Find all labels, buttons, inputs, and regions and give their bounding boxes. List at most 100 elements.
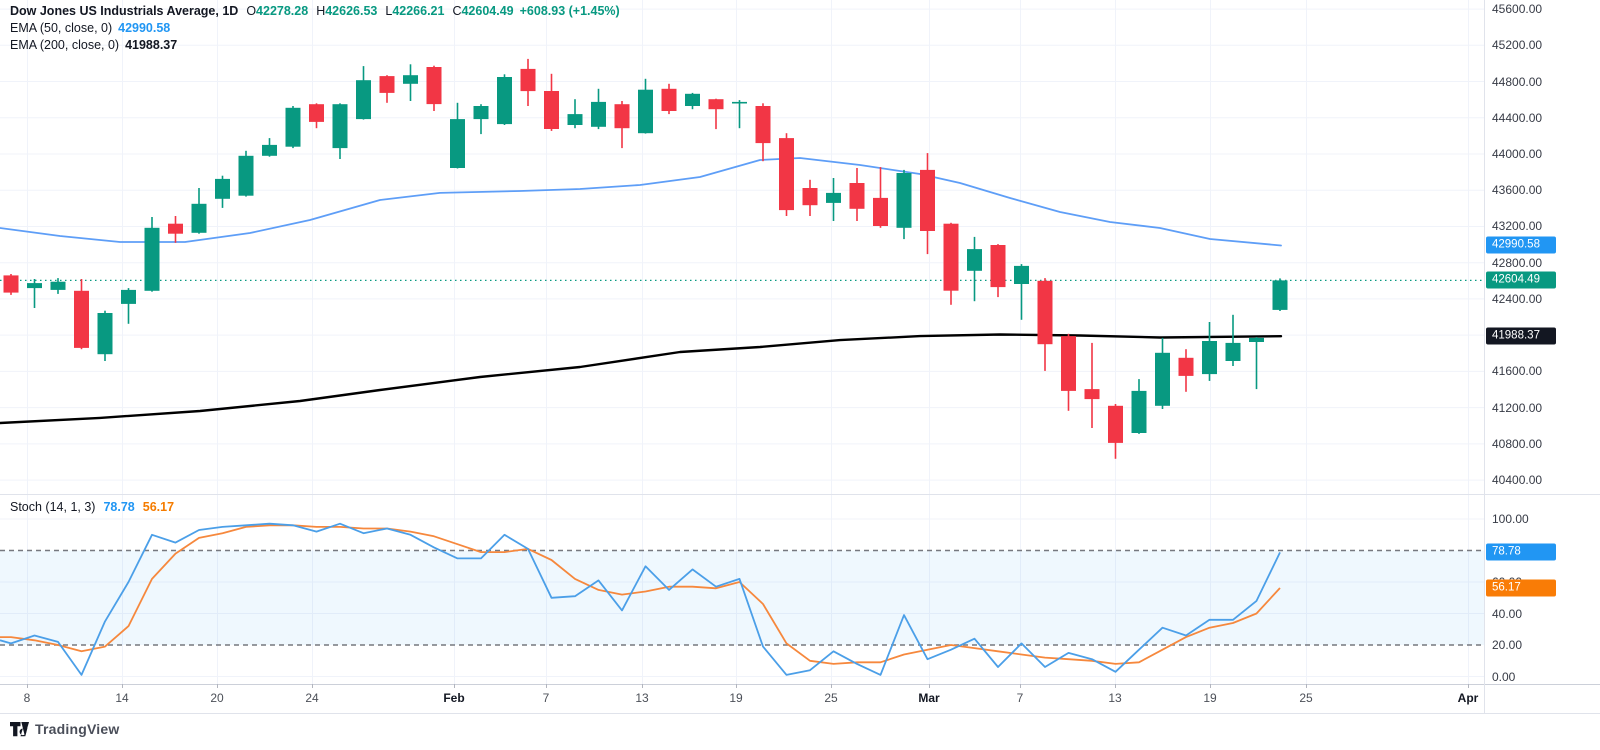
price-axis-label: 45200.00 — [1492, 38, 1543, 53]
candle-body-down — [426, 67, 442, 105]
candle-body-up — [1202, 341, 1217, 375]
price-axis-label: 42800.00 — [1492, 255, 1543, 270]
candle-body-down — [802, 188, 818, 206]
candle-body-up — [826, 192, 841, 203]
candle-body-down — [1061, 336, 1076, 391]
price-axis-label: 43200.00 — [1492, 219, 1543, 234]
candle-body-up — [1272, 280, 1288, 310]
candle-body-down — [990, 245, 1006, 288]
tradingview-logo-text: TradingView — [35, 721, 120, 737]
ema50-label: EMA (50, close, 0) — [10, 21, 113, 35]
ema50-legend-row[interactable]: EMA (50, close, 0) 42990.58 — [10, 21, 620, 38]
candle-body-up — [473, 106, 489, 120]
candle-body-down — [755, 106, 771, 144]
candle-body-up — [332, 104, 348, 149]
stoch-d-value: 56.17 — [142, 500, 175, 514]
price-axis-label: 41600.00 — [1492, 364, 1543, 379]
candle-body-down — [661, 88, 677, 111]
candle-body-up — [567, 114, 583, 125]
time-axis-label: 25 — [1299, 691, 1313, 705]
candle-body-up — [97, 313, 113, 355]
candle-body-down — [920, 169, 935, 231]
candles-layer — [3, 58, 1288, 459]
candle-body-up — [591, 101, 606, 127]
candle-body-up — [732, 101, 747, 104]
ema50-value: 42990.58 — [118, 21, 171, 35]
candle-body-up — [1155, 352, 1170, 406]
tradingview-logo-icon — [10, 721, 29, 736]
ohlc-high: H42626.53 — [316, 4, 378, 18]
price-axis-label: 44800.00 — [1492, 74, 1543, 89]
candle-body-down — [168, 223, 183, 234]
time-axis-label: 14 — [115, 691, 129, 705]
time-axis-label: 8 — [23, 691, 31, 705]
time-axis-label: 24 — [305, 691, 319, 705]
tradingview-logo[interactable]: TradingView — [10, 721, 119, 737]
stoch-d-line — [0, 524, 1281, 665]
candle-body-down — [520, 68, 536, 92]
stoch-label: Stoch (14, 1, 3) — [10, 500, 96, 514]
candle-body-up — [262, 144, 277, 156]
time-axis-label: 19 — [1203, 691, 1217, 705]
time-axis-label: Apr — [1457, 691, 1479, 705]
candle-body-up — [27, 283, 42, 289]
time-axis-label: 13 — [635, 691, 649, 705]
candle-body-down — [309, 104, 324, 122]
candle-body-down — [943, 223, 959, 291]
candle-body-up — [1014, 265, 1029, 284]
price-axis-label: 44000.00 — [1492, 147, 1543, 161]
candle-body-down — [74, 290, 89, 348]
candle-body-up — [215, 178, 230, 199]
time-axis-label: 19 — [729, 691, 743, 705]
candle-body-down — [379, 76, 395, 93]
candle-body-down — [873, 197, 888, 226]
stoch-legend-row[interactable]: Stoch (14, 1, 3) 78.78 56.17 — [10, 500, 174, 514]
candle-body-up — [50, 281, 66, 290]
candle-body-up — [191, 203, 207, 233]
candle-body-up — [1131, 390, 1147, 433]
candle-body-up — [238, 155, 254, 196]
price-axis-label: 45600.00 — [1492, 2, 1543, 17]
stoch-axis-label: 20.00 — [1492, 638, 1523, 652]
candle-body-down — [1084, 389, 1100, 400]
stoch-badge: 78.78 — [1486, 543, 1556, 561]
ema200-label: EMA (200, close, 0) — [10, 38, 120, 52]
candle-body-down — [849, 183, 865, 209]
symbol-title[interactable]: Dow Jones US Industrials Average, 1D — [10, 4, 239, 18]
stoch-badge: 56.17 — [1486, 579, 1556, 597]
price-badge: 42604.49 — [1486, 271, 1556, 289]
candle-body-up — [144, 227, 160, 291]
candle-body-down — [1108, 405, 1123, 443]
ema200-value: 41988.37 — [125, 38, 178, 52]
stoch-band — [0, 550, 1484, 645]
stoch-axis-label: 0.00 — [1492, 669, 1516, 684]
candle-body-up — [967, 249, 982, 271]
time-axis-label: 7 — [542, 691, 550, 705]
change-value: +608.93 (+1.45%) — [519, 4, 620, 18]
stoch-axis-label: 40.00 — [1492, 606, 1523, 621]
stoch-k-value: 78.78 — [103, 500, 135, 514]
ema200-legend-row[interactable]: EMA (200, close, 0) 41988.37 — [10, 38, 620, 55]
candle-body-down — [1037, 280, 1053, 345]
candle-body-down — [708, 99, 724, 110]
candle-body-up — [450, 119, 465, 168]
time-axis-label: 7 — [1016, 691, 1024, 705]
ohlc-close: C42604.49 — [452, 4, 514, 18]
ohlc-open: O42278.28 — [246, 4, 309, 18]
candle-body-up — [285, 107, 301, 147]
time-axis-label: 13 — [1108, 691, 1122, 705]
time-axis-label: 20 — [210, 691, 224, 705]
ema50-line — [0, 157, 1282, 247]
candle-body-up — [638, 89, 653, 134]
price-axis-label: 44400.00 — [1492, 110, 1543, 125]
ohlc-low: L42266.21 — [385, 4, 445, 18]
legend: Dow Jones US Industrials Average, 1D O42… — [10, 4, 620, 55]
time-axis-label: Mar — [918, 691, 940, 705]
price-axis-label: 42400.00 — [1492, 291, 1543, 306]
stoch-k-line — [0, 522, 1281, 676]
stoch-axis-label: 100.00 — [1492, 512, 1529, 526]
price-axis-label: 40400.00 — [1492, 473, 1543, 488]
candle-body-up — [1225, 342, 1241, 361]
price-axis-label: 43600.00 — [1492, 183, 1543, 198]
